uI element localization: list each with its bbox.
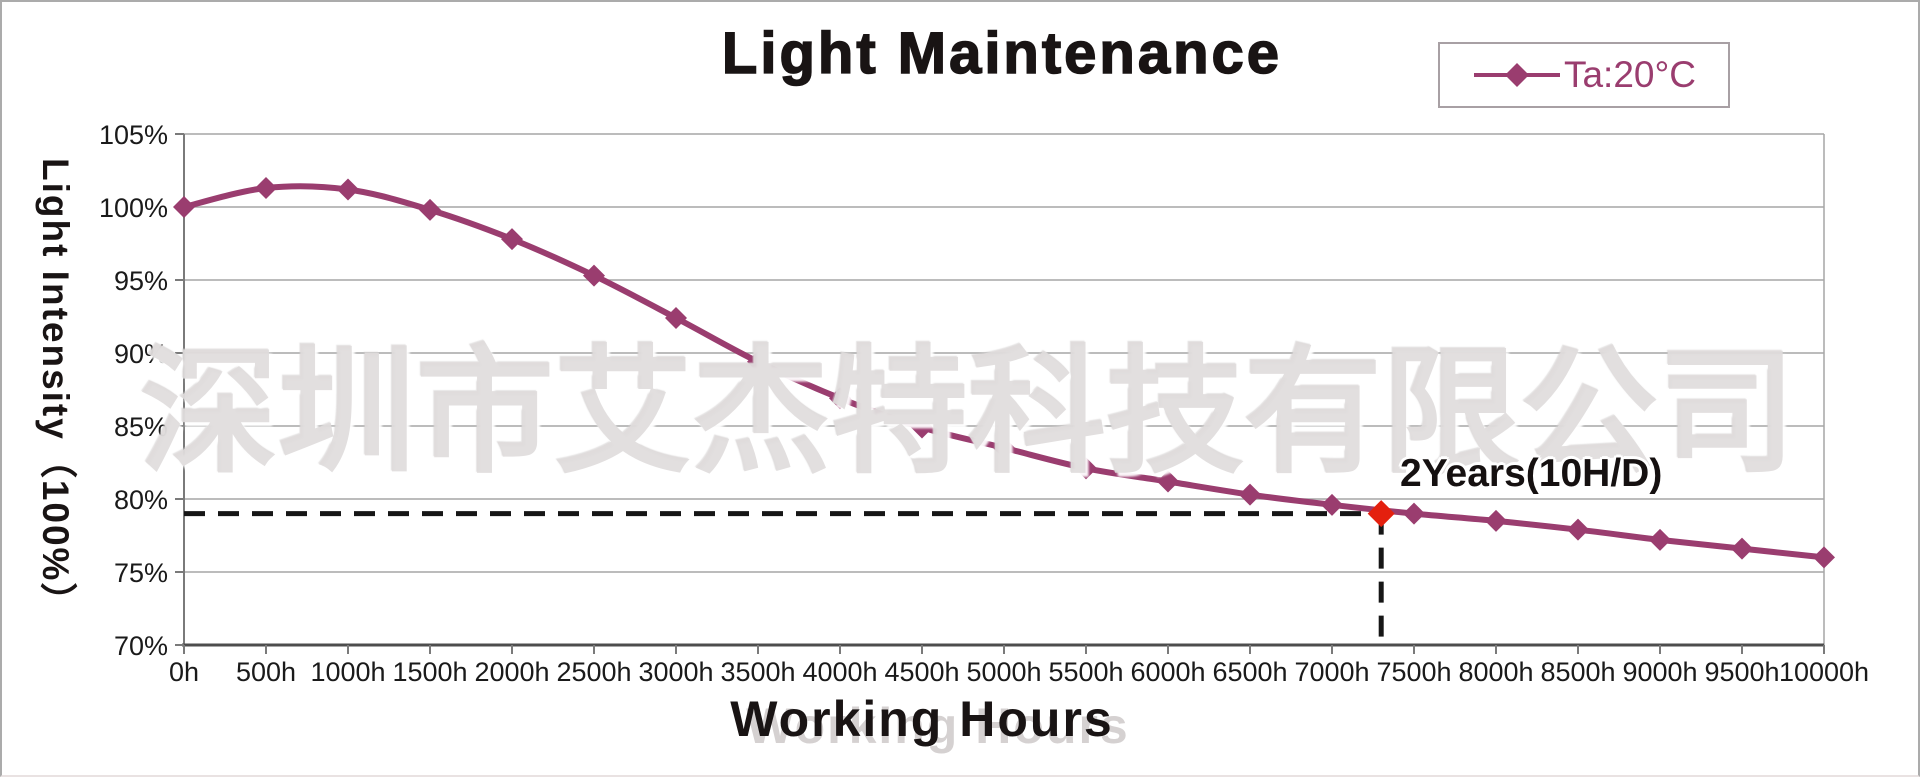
x-tick-label: 1500h	[392, 657, 467, 687]
y-tick-label: 100%	[99, 193, 168, 223]
y-tick-label: 75%	[114, 558, 168, 588]
x-tick-label: 4500h	[884, 657, 959, 687]
data-point-marker	[501, 228, 523, 251]
x-tick-label: 7500h	[1376, 657, 1451, 687]
x-tick-label: 3500h	[720, 657, 795, 687]
data-point-marker	[1567, 518, 1589, 541]
x-tick-label: 5500h	[1048, 657, 1123, 687]
x-tick-label: 8000h	[1458, 657, 1533, 687]
x-tick-label: 9000h	[1622, 657, 1697, 687]
data-point-marker	[583, 264, 605, 287]
data-point-marker	[1321, 493, 1343, 516]
x-tick-label: 6500h	[1212, 657, 1287, 687]
data-point-marker	[747, 350, 769, 373]
x-tick-label: 4000h	[802, 657, 877, 687]
x-tick-label: 6000h	[1130, 657, 1205, 687]
x-tick-label: 1000h	[310, 657, 385, 687]
data-point-marker	[255, 177, 277, 200]
annotation-label: 2Years(10H/D)	[1400, 452, 1663, 495]
data-point-marker	[337, 178, 359, 201]
data-point-marker	[1731, 537, 1753, 560]
data-point-marker	[1403, 502, 1425, 525]
chart-title: Light Maintenance	[721, 20, 1283, 87]
x-tick-label: 3000h	[638, 657, 713, 687]
legend-label: Ta:20°C	[1563, 54, 1697, 95]
y-tick-label: 80%	[114, 485, 168, 515]
x-tick-label: 8500h	[1540, 657, 1615, 687]
data-point-marker	[1813, 546, 1835, 569]
data-point-marker	[1239, 483, 1261, 506]
data-point-marker	[665, 306, 687, 329]
y-tick-label: 105%	[99, 120, 168, 150]
legend-series-marker-icon	[1473, 63, 1560, 87]
data-point-marker	[911, 416, 933, 439]
x-tick-label: 0h	[169, 657, 199, 687]
data-point-marker	[829, 387, 851, 410]
annotation-point-marker	[1367, 500, 1395, 528]
x-tick-label: 7000h	[1294, 657, 1369, 687]
y-tick-label: 85%	[114, 412, 168, 442]
data-point-marker	[1075, 457, 1097, 480]
data-point-marker	[419, 198, 441, 221]
y-tick-label: 70%	[114, 631, 168, 661]
x-tick-label: 9500h	[1704, 657, 1779, 687]
legend: Ta:20°C	[1438, 42, 1730, 108]
x-tick-label: 2500h	[556, 657, 631, 687]
x-tick-label: 2000h	[474, 657, 549, 687]
x-tick-label: 5000h	[966, 657, 1041, 687]
y-tick-label: 90%	[114, 339, 168, 369]
y-tick-label: 95%	[114, 266, 168, 296]
data-point-marker	[1649, 528, 1671, 551]
series-line	[181, 183, 1827, 561]
y-axis-title: Light Intensity（100%）	[35, 158, 76, 622]
data-point-marker	[1157, 470, 1179, 493]
x-tick-label: 500h	[236, 657, 296, 687]
data-point-marker	[1485, 509, 1507, 532]
data-point-marker	[993, 436, 1015, 459]
x-axis-title: Working Hours	[730, 691, 1114, 747]
x-tick-label: 10000h	[1779, 657, 1869, 687]
data-point-marker	[173, 196, 195, 218]
